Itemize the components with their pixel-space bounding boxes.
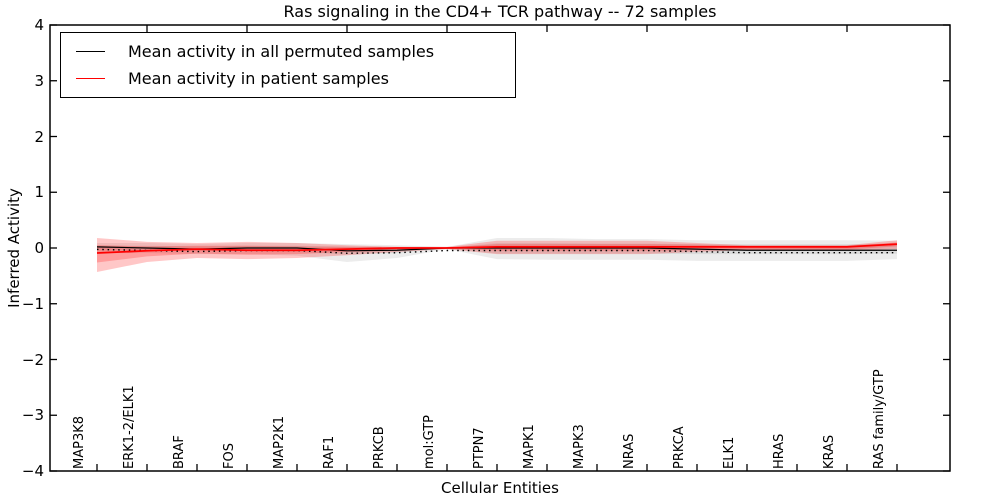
legend: Mean activity in all permuted samples Me… xyxy=(60,32,516,98)
x-tick-label: MAPK3 xyxy=(572,424,587,469)
x-tick-label: mol:GTP xyxy=(422,415,437,469)
x-tick-label: NRAS xyxy=(622,433,637,469)
x-tick-label: PTPN7 xyxy=(472,427,487,469)
y-tick-label: 2 xyxy=(34,127,44,146)
y-tick-label: 1 xyxy=(34,183,44,202)
legend-label-patient: Mean activity in patient samples xyxy=(128,69,389,89)
y-tick-label: 4 xyxy=(34,16,44,34)
y-tick-label: 0 xyxy=(34,239,44,257)
x-tick-label: RAS family/GTP xyxy=(872,369,887,469)
legend-line-patient-icon xyxy=(76,78,105,80)
series-patient-mean-line xyxy=(96,243,898,254)
y-tick-label: 3 xyxy=(34,71,44,90)
y-tick-label: −4 xyxy=(21,462,44,480)
x-tick-label: PRKCA xyxy=(672,426,687,469)
y-tick-label: −1 xyxy=(21,294,44,313)
x-tick-label: ELK1 xyxy=(722,436,737,469)
y-tick-label: −2 xyxy=(21,350,44,369)
y-tick-label: −3 xyxy=(21,406,44,425)
chart-title: Ras signaling in the CD4+ TCR pathway --… xyxy=(283,2,717,21)
x-tick-label: HRAS xyxy=(772,433,787,469)
legend-item-permuted: Mean activity in all permuted samples xyxy=(61,42,515,61)
legend-label-permuted: Mean activity in all permuted samples xyxy=(128,41,435,61)
series-permuted-mean-line xyxy=(96,246,897,252)
x-tick-label: MAP2K1 xyxy=(272,415,287,469)
legend-line-permuted-icon xyxy=(76,50,105,52)
x-tick-label: BRAF xyxy=(172,435,187,469)
x-tick-label: FOS xyxy=(222,443,237,469)
x-tick-label: MAP3K8 xyxy=(72,415,87,469)
series-permuted-markers xyxy=(96,248,897,254)
band-permuted-samples-spread-outer xyxy=(97,237,897,262)
x-tick-label: KRAS xyxy=(822,434,837,469)
x-axis-label: Cellular Entities xyxy=(441,479,559,497)
legend-item-patient: Mean activity in patient samples xyxy=(61,69,515,88)
x-tick-label: ERK1-2/ELK1 xyxy=(122,385,137,469)
x-tick-label: RAF1 xyxy=(322,435,337,469)
x-tick-label: MAPK1 xyxy=(522,424,537,469)
x-tick-label: PRKCB xyxy=(372,426,387,469)
